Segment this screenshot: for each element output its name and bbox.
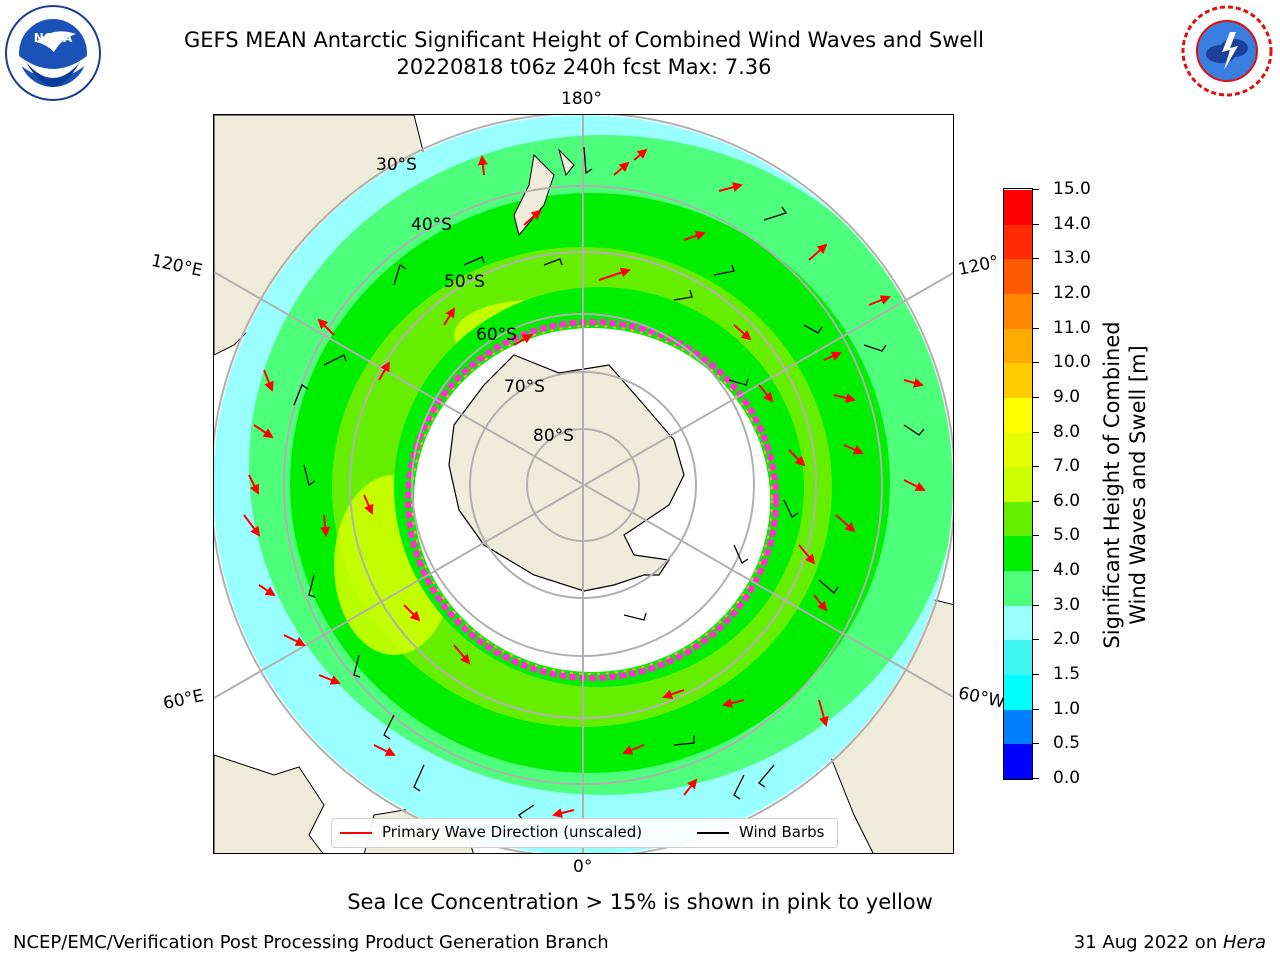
colorbar-tick	[1033, 466, 1039, 468]
colorbar-segment	[1004, 605, 1032, 641]
colorbar-tick-label: 0.5	[1053, 733, 1081, 754]
colorbar-tick-label: 4.0	[1053, 560, 1081, 581]
colorbar-segment	[1004, 570, 1032, 606]
colorbar-tick-label: 6.0	[1053, 490, 1081, 511]
colorbar-segment	[1004, 466, 1032, 502]
colorbar-tick	[1033, 258, 1039, 260]
footer-host: Hera	[1222, 932, 1266, 953]
colorbar-tick	[1033, 604, 1039, 606]
colorbar-tick	[1033, 674, 1039, 676]
colorbar-tick-label: 9.0	[1053, 386, 1081, 407]
lat-label-30s: 30°S	[376, 155, 417, 175]
colorbar-segment	[1004, 189, 1032, 225]
noaa-logo: NOAA	[4, 4, 102, 102]
colorbar-label-line1: Significant Height of Combined	[1100, 321, 1124, 649]
colorbar-tick	[1033, 743, 1039, 745]
colorbar-tick-label: 11.0	[1053, 317, 1091, 338]
colorbar-segment	[1004, 432, 1032, 468]
lon-label-120e: 120°E	[149, 250, 205, 282]
colorbar-segment	[1004, 536, 1032, 572]
colorbar-segment	[1004, 328, 1032, 364]
colorbar-tick-label: 7.0	[1053, 456, 1081, 477]
colorbar	[1003, 188, 1033, 780]
colorbar-tick	[1033, 189, 1039, 190]
chart-title: GEFS MEAN Antarctic Significant Height o…	[183, 28, 985, 52]
legend-label-wave-direction: Primary Wave Direction (unscaled)	[382, 823, 643, 841]
noaa-logo-text: NOAA	[34, 31, 73, 45]
legend-label-wind-barbs: Wind Barbs	[739, 823, 825, 841]
colorbar-tick-label: 14.0	[1053, 213, 1091, 234]
wave-direction-arrows	[243, 148, 926, 818]
colorbar-tick-label: 3.0	[1053, 594, 1081, 615]
colorbar-segment	[1004, 362, 1032, 398]
colorbar-segment	[1004, 501, 1032, 537]
colorbar-tick-label: 0.0	[1053, 768, 1081, 788]
colorbar-segment	[1004, 640, 1032, 676]
legend-swatch-wave-direction	[340, 832, 372, 834]
lat-label-80s: 80°S	[533, 426, 574, 446]
colorbar-tick	[1033, 535, 1039, 537]
colorbar-tick-label: 2.0	[1053, 629, 1081, 650]
lat-label-40s: 40°S	[411, 215, 452, 235]
colorbar-tick-label: 1.0	[1053, 698, 1081, 719]
polar-map-canvas: 30°S 40°S 50°S 60°S 70°S 80°S	[214, 115, 953, 853]
colorbar-segment	[1004, 224, 1032, 260]
colorbar-tick	[1033, 292, 1039, 294]
colorbar-tick-label: 1.5	[1053, 664, 1081, 685]
colorbar-segment	[1004, 674, 1032, 710]
lat-label-70s: 70°S	[504, 377, 545, 397]
graticule	[214, 115, 953, 853]
lon-label-60e: 60°E	[161, 685, 206, 715]
map-legend: Primary Wave Direction (unscaled) Wind B…	[331, 818, 838, 848]
colorbar-tick	[1033, 396, 1039, 398]
footer-date-text: 31 Aug 2022 on	[1073, 932, 1223, 953]
colorbar-segment	[1004, 709, 1032, 745]
latitude-labels: 30°S 40°S 50°S 60°S 70°S 80°S	[376, 155, 574, 446]
polar-map: 30°S 40°S 50°S 60°S 70°S 80°S	[213, 114, 954, 854]
footer-date: 31 Aug 2022 on Hera	[1074, 932, 1266, 953]
colorbar-tick	[1033, 500, 1039, 502]
lon-label-0: 0°	[573, 857, 593, 877]
footer-branch: NCEP/EMC/Verification Post Processing Pr…	[13, 932, 609, 953]
colorbar-tick	[1033, 570, 1039, 572]
lon-label-180: 180°	[561, 89, 602, 109]
colorbar-tick-label: 12.0	[1053, 282, 1091, 303]
colorbar-tick	[1033, 327, 1039, 329]
colorbar-tick-label: 8.0	[1053, 421, 1081, 442]
colorbar-tick	[1033, 431, 1039, 433]
colorbar-tick-label: 15.0	[1053, 179, 1091, 199]
sea-ice-note: Sea Ice Concentration > 15% is shown in …	[347, 890, 933, 914]
colorbar-tick	[1033, 708, 1039, 710]
lon-label-60w: 60°W	[956, 683, 1007, 713]
wind-barbs	[293, 146, 925, 821]
colorbar-tick	[1033, 362, 1039, 364]
nws-logo	[1178, 2, 1276, 100]
colorbar-tick-label: 5.0	[1053, 525, 1081, 546]
lat-label-50s: 50°S	[444, 272, 485, 292]
colorbar-segment	[1004, 397, 1032, 433]
colorbar-tick-label: 13.0	[1053, 248, 1091, 269]
colorbar-tick-label: 10.0	[1053, 352, 1091, 373]
colorbar-tick	[1033, 778, 1039, 779]
legend-swatch-wind-barbs	[697, 832, 729, 834]
chart-subtitle: 20220818 t06z 240h fcst Max: 7.36	[396, 55, 772, 79]
lon-label-120-right: 120°	[956, 251, 1001, 281]
lat-label-60s: 60°S	[476, 325, 517, 345]
colorbar-segment	[1004, 258, 1032, 294]
colorbar-tick	[1033, 639, 1039, 641]
colorbar-label: Significant Height of Combined Wind Wave…	[1099, 321, 1151, 648]
colorbar-tick	[1033, 223, 1039, 225]
colorbar-label-line2: Wind Waves and Swell [m]	[1126, 345, 1150, 625]
colorbar-segment	[1004, 293, 1032, 329]
colorbar-segment	[1004, 744, 1032, 779]
